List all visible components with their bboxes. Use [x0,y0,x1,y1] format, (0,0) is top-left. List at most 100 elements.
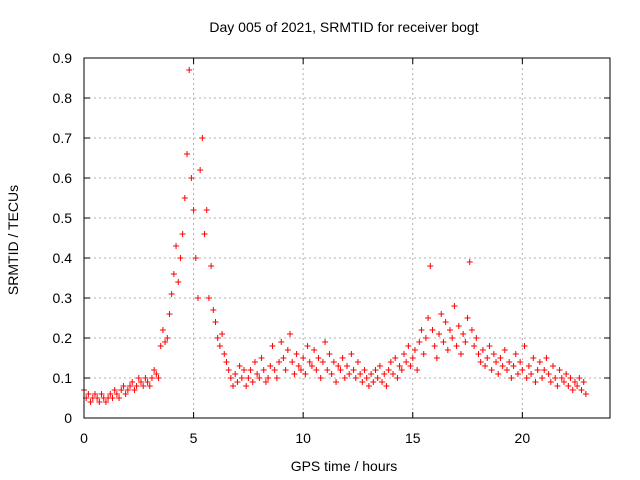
data-point [166,311,173,317]
data-point [151,367,158,373]
data-point [208,263,215,269]
data-point [554,383,561,389]
data-point [558,375,565,381]
data-point [429,327,436,333]
data-point [271,367,278,373]
data-point [512,351,519,357]
data-point [304,343,311,349]
data-point [453,343,460,349]
data-point [455,323,462,329]
data-point [482,363,489,369]
data-point [532,379,539,385]
x-tick-label: 15 [405,430,421,446]
data-point [295,363,302,369]
data-point [539,375,546,381]
data-point [381,371,388,377]
data-point [368,371,375,377]
data-point [173,243,180,249]
data-point [427,263,434,269]
data-point [407,363,414,369]
data-point [300,355,307,361]
y-tick-label: 0.9 [53,50,73,66]
data-point [216,343,223,349]
data-point [210,307,217,313]
data-point [102,399,109,405]
data-point [346,371,353,377]
data-point [440,339,447,345]
data-point [315,355,322,361]
data-point [311,347,318,353]
data-point [170,271,177,277]
data-point [113,391,120,397]
data-point [466,259,473,265]
data-point [543,355,550,361]
data-point [155,375,162,381]
data-point [460,331,467,337]
data-point [111,387,118,393]
data-point [495,371,502,377]
data-point [528,371,535,377]
data-point [449,335,456,341]
data-point [462,339,469,345]
data-point [159,327,166,333]
data-point [477,359,484,365]
data-point [394,375,401,381]
tick-marks [83,57,610,419]
data-point [422,335,429,341]
y-axis-label: SRMTID / TECUs [5,185,21,295]
data-point [164,335,171,341]
data-point [276,359,283,365]
x-axis-label: GPS time / hours [291,458,398,474]
data-point [392,355,399,361]
data-point [212,319,219,325]
data-point [400,351,407,357]
data-point [162,339,169,345]
data-point [582,391,589,397]
data-point [517,359,524,365]
data-point [536,359,543,365]
data-point [225,367,232,373]
data-point [293,351,300,357]
data-point [280,355,287,361]
data-point [227,375,234,381]
data-point [479,347,486,353]
data-point [370,379,377,385]
data-point [357,371,364,377]
data-point [571,379,578,385]
x-tick-label: 10 [295,430,311,446]
data-point [447,327,454,333]
data-point [339,355,346,361]
x-tick-label: 20 [515,430,531,446]
data-point [186,67,193,73]
data-point [230,383,237,389]
data-point [475,351,482,357]
data-point [306,359,313,365]
data-point [442,319,449,325]
x-tick-labels: 0 5 10 15 20 [80,430,530,446]
data-point [416,339,423,345]
data-point [499,363,506,369]
data-point [354,359,361,365]
data-point [411,347,418,353]
data-point [497,355,504,361]
data-point [232,371,239,377]
data-point [425,315,432,321]
data-point [94,395,101,401]
data-point [484,355,491,361]
data-point [374,375,381,381]
data-point [142,375,149,381]
data-point [519,367,526,373]
data-point [576,375,583,381]
x-tick-label: 0 [80,430,88,446]
data-point [580,379,587,385]
data-point [313,367,320,373]
data-point [133,383,140,389]
data-point [197,167,204,173]
data-point [297,367,304,373]
data-point [433,355,440,361]
data-point [243,383,250,389]
data-point [530,355,537,361]
data-point [148,375,155,381]
data-point [563,371,570,377]
data-point [157,343,164,349]
